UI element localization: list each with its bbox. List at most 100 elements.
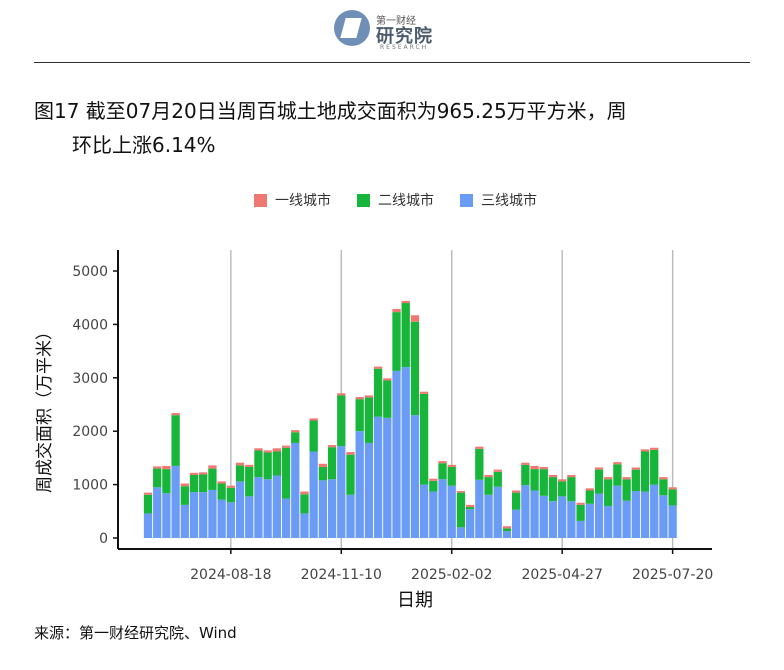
- bar-tier1-41: [521, 462, 530, 465]
- bar-tier1-54: [640, 449, 650, 452]
- bar-tier3-21: [337, 446, 346, 538]
- bar-tier1-7: [208, 465, 217, 469]
- bar-tier1-0: [143, 492, 153, 495]
- bar-tier2-32: [438, 463, 447, 480]
- bar-tier2-3: [171, 415, 180, 466]
- y-tick-label-2: 2000: [72, 424, 108, 440]
- bar-tier1-29: [410, 315, 420, 322]
- bar-tier2-21: [337, 395, 346, 447]
- bar-tier1-13: [263, 450, 272, 453]
- bar-tier2-23: [355, 399, 364, 432]
- bar-tier1-3: [171, 413, 180, 416]
- bar-tier2-22: [346, 454, 355, 495]
- bar-tier2-44: [548, 477, 558, 502]
- bar-tier2-16: [291, 432, 300, 443]
- logo-sub-text: RESEARCH: [380, 44, 429, 51]
- bar-tier1-38: [493, 469, 502, 472]
- bar-tier3-39: [502, 531, 512, 538]
- legend-item-tier2: 二线城市: [357, 190, 434, 210]
- bar-tier3-52: [622, 500, 631, 538]
- bar-tier3-19: [318, 480, 328, 538]
- bar-tier3-33: [447, 485, 456, 538]
- bar-tier3-24: [364, 442, 374, 538]
- bar-tier2-48: [585, 490, 594, 504]
- bar-tier2-15: [281, 447, 291, 499]
- bar-tier2-12: [254, 450, 263, 478]
- bar-tier1-24: [364, 395, 374, 398]
- legend-swatch-tier2: [357, 193, 370, 207]
- bar-tier1-25: [373, 366, 383, 369]
- bar-tier2-9: [226, 487, 235, 503]
- x-axis-title: 日期: [397, 590, 433, 611]
- bar-tier2-18: [309, 420, 318, 452]
- bar-tier2-4: [180, 486, 189, 505]
- bar-tier1-11: [245, 464, 254, 467]
- bar-tier1-30: [419, 391, 429, 394]
- bar-tier1-15: [281, 445, 291, 448]
- bar-tier3-43: [539, 495, 548, 538]
- bar-tier1-57: [668, 487, 677, 490]
- bar-tier1-48: [585, 488, 594, 491]
- figure-title: 图17 截至07月20日当周百城土地成交面积为965.25万平方米，周 环比上涨…: [34, 94, 734, 162]
- bar-tier2-55: [650, 449, 659, 485]
- bar-tier2-30: [419, 393, 429, 485]
- bar-tier1-34: [456, 491, 466, 493]
- bar-tier2-7: [208, 468, 217, 490]
- bar-tier1-36: [475, 446, 484, 449]
- bar-tier1-27: [392, 308, 401, 313]
- bar-tier3-41: [521, 485, 530, 538]
- bar-tier1-39: [502, 526, 512, 529]
- bar-tier2-39: [502, 528, 512, 532]
- figure-title-line2: 环比上涨6.14%: [72, 133, 216, 157]
- legend-item-tier1: 一线城市: [254, 190, 331, 210]
- bar-tier1-23: [355, 397, 364, 400]
- bar-tier3-45: [558, 496, 567, 538]
- bar-tier3-25: [373, 416, 383, 538]
- bar-tier2-5: [189, 474, 199, 493]
- y-tick-label-4: 4000: [72, 317, 108, 333]
- bar-tier3-17: [300, 513, 309, 538]
- bar-tier2-26: [383, 380, 392, 418]
- bar-tier3-44: [548, 501, 558, 538]
- bar-tier1-5: [189, 472, 199, 475]
- bar-tier3-3: [171, 465, 180, 538]
- bar-tier1-55: [650, 447, 659, 450]
- bar-tier1-35: [465, 504, 475, 508]
- bar-tier1-32: [438, 461, 447, 464]
- logo-main-text: 研究院: [376, 26, 433, 47]
- bar-tier3-12: [254, 477, 263, 538]
- bar-tier3-31: [429, 491, 438, 538]
- y-tick-label-3: 3000: [72, 371, 108, 387]
- bar-tier3-38: [493, 486, 502, 538]
- bar-tier1-9: [226, 485, 235, 488]
- logo-top-text: 第一财经: [376, 16, 416, 27]
- bar-tier1-19: [318, 463, 328, 467]
- legend-label-tier3: 三线城市: [481, 193, 537, 209]
- bar-tier2-10: [235, 465, 245, 482]
- legend-swatch-tier3: [460, 193, 473, 207]
- bar-tier3-16: [291, 442, 300, 538]
- bar-tier3-6: [199, 492, 208, 538]
- bar-tier1-33: [447, 464, 456, 467]
- bar-tier2-57: [668, 489, 677, 506]
- bar-tier2-6: [199, 474, 208, 493]
- bar-tier2-43: [539, 469, 548, 496]
- bar-tier1-18: [309, 418, 318, 421]
- y-tick-label-1: 1000: [72, 478, 108, 494]
- bar-tier3-14: [272, 475, 282, 538]
- legend-item-tier3: 三线城市: [460, 190, 537, 210]
- bar-tier2-53: [631, 469, 640, 492]
- bar-tier3-1: [153, 487, 162, 538]
- bar-tier2-0: [143, 494, 153, 514]
- bar-tier1-31: [429, 478, 438, 481]
- bar-tier1-46: [567, 474, 576, 478]
- bar-tier3-50: [604, 505, 613, 538]
- bar-tier3-11: [245, 496, 254, 538]
- bar-tier3-4: [180, 504, 189, 538]
- bar-tier1-50: [604, 477, 613, 480]
- bar-tier2-40: [512, 492, 521, 510]
- bar-tier2-42: [530, 469, 539, 491]
- bar-tier2-17: [300, 494, 309, 514]
- bar-tier2-41: [521, 464, 530, 486]
- bar-tier3-40: [512, 509, 521, 538]
